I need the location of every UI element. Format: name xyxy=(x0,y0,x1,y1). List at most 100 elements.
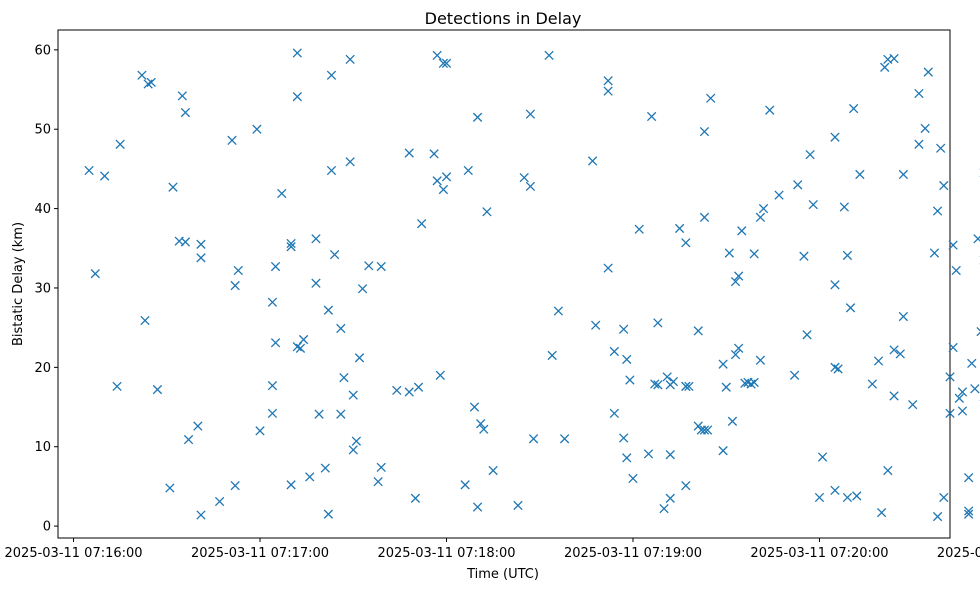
detection-point xyxy=(84,165,94,176)
detection-point xyxy=(432,50,442,61)
detection-point xyxy=(793,180,803,190)
detection-point xyxy=(482,207,492,217)
y-tick-label: 40 xyxy=(34,202,51,217)
detection-point xyxy=(808,199,818,210)
detection-point xyxy=(634,224,644,234)
detection-point xyxy=(348,445,358,455)
detection-point xyxy=(662,372,672,382)
detection-point xyxy=(945,408,955,419)
detection-point xyxy=(622,453,632,463)
detection-point xyxy=(706,93,716,103)
detection-point xyxy=(140,315,150,326)
detection-point xyxy=(214,496,225,507)
detection-point xyxy=(320,463,330,473)
detection-point xyxy=(137,70,147,80)
detection-point xyxy=(559,434,570,444)
detection-point xyxy=(681,480,691,491)
detection-point xyxy=(699,425,710,435)
detection-point xyxy=(146,77,156,88)
detection-point xyxy=(730,276,741,287)
detection-point xyxy=(625,375,635,385)
detection-point xyxy=(889,53,899,64)
detection-point xyxy=(932,206,943,216)
detection-point xyxy=(842,492,853,503)
y-tick-label: 20 xyxy=(34,361,51,376)
detection-point xyxy=(115,139,125,149)
detection-point xyxy=(681,238,691,248)
detection-point xyxy=(852,491,862,501)
detection-point xyxy=(880,62,890,72)
detection-point xyxy=(603,86,613,96)
plot-area xyxy=(57,29,951,539)
detection-point xyxy=(693,326,703,336)
detection-point xyxy=(702,425,713,435)
detection-point xyxy=(833,364,843,374)
detection-point xyxy=(855,169,865,180)
detection-point xyxy=(957,406,968,416)
detection-point xyxy=(354,353,365,363)
detection-point xyxy=(410,493,421,503)
detection-point xyxy=(463,165,473,176)
detection-point xyxy=(112,381,122,392)
detection-point xyxy=(848,103,859,114)
detection-point xyxy=(684,381,694,392)
detection-point xyxy=(945,372,955,382)
detection-point xyxy=(618,433,629,443)
detection-point xyxy=(674,223,685,234)
detection-point xyxy=(681,381,691,392)
y-tick-label: 30 xyxy=(34,281,51,296)
detection-point xyxy=(830,280,840,290)
y-tick-label: 50 xyxy=(34,123,51,138)
detection-point xyxy=(967,358,977,369)
detection-point xyxy=(544,50,554,61)
detection-point xyxy=(951,265,961,276)
detection-point xyxy=(976,326,980,337)
detection-point xyxy=(733,343,744,353)
detection-point xyxy=(376,462,386,473)
detection-point xyxy=(830,132,840,142)
detection-point xyxy=(963,473,974,483)
detection-point xyxy=(628,473,638,484)
detection-point xyxy=(339,373,349,383)
detection-point xyxy=(404,387,414,397)
detection-point xyxy=(323,305,334,315)
x-axis: 2025-03-11 07:16:00 2025-03-11 07:17:00 20… xyxy=(5,538,980,561)
detection-point xyxy=(438,58,449,68)
detection-point xyxy=(830,485,840,496)
detection-point xyxy=(948,240,958,250)
x-tick-label: 2025-03-11 07:16:00 xyxy=(5,546,143,561)
detection-point xyxy=(314,409,324,419)
detection-point xyxy=(587,156,598,166)
detection-point xyxy=(799,251,809,261)
detection-point xyxy=(963,506,974,516)
detection-point xyxy=(839,202,849,212)
detection-point xyxy=(932,511,943,522)
detection-point xyxy=(336,323,346,334)
detection-point xyxy=(488,465,498,476)
detection-point xyxy=(553,306,564,316)
detection-point xyxy=(311,278,321,288)
detection-point xyxy=(733,271,744,281)
detection-point xyxy=(758,203,769,214)
detection-point xyxy=(730,349,741,360)
detection-point xyxy=(183,434,194,445)
y-axis: 0 10 20 30 40 50 60 xyxy=(34,43,58,535)
detection-point xyxy=(479,424,489,434)
detection-point xyxy=(603,263,613,273)
detection-point xyxy=(948,342,958,353)
detection-point xyxy=(429,149,439,159)
detection-point xyxy=(842,250,853,261)
detection-point xyxy=(345,54,355,65)
detection-point xyxy=(749,249,759,259)
detection-point xyxy=(230,480,240,491)
detection-point xyxy=(749,377,759,388)
detection-point xyxy=(168,182,178,192)
y-tick-label: 60 xyxy=(34,43,51,58)
detection-point xyxy=(954,393,964,403)
detection-point xyxy=(476,419,486,429)
detection-point xyxy=(957,387,968,397)
detection-point xyxy=(267,297,278,307)
detection-point xyxy=(311,234,321,244)
detection-point xyxy=(472,502,483,512)
detection-point xyxy=(650,379,660,389)
